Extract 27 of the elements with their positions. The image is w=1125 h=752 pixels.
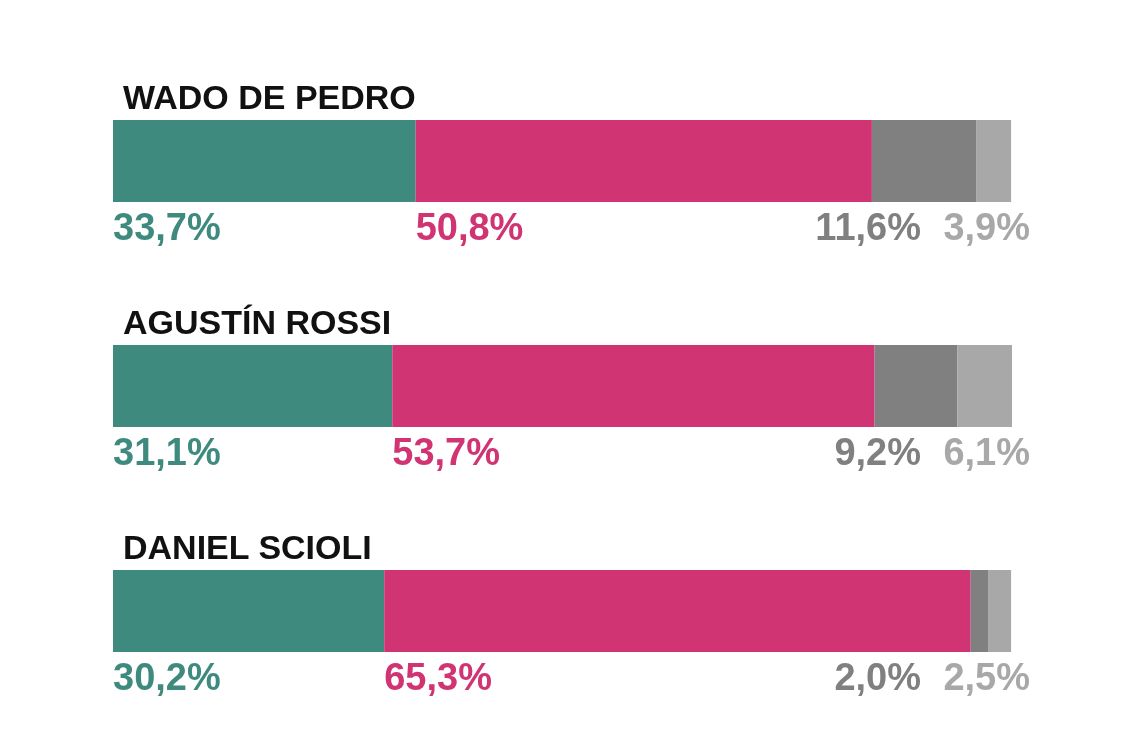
data-label: 2,5%	[943, 656, 1030, 698]
y-tick-label: DANIEL SCIOLI	[123, 527, 372, 566]
bar	[957, 345, 1012, 427]
data-label: 31,1%	[113, 431, 221, 473]
bar	[113, 345, 393, 427]
bar	[392, 345, 875, 427]
data-label: 53,7%	[392, 431, 501, 473]
bar	[415, 120, 872, 202]
bar	[113, 570, 385, 652]
data-label: 65,3%	[384, 656, 492, 698]
bar	[871, 120, 977, 202]
data-label: 11,6%	[815, 206, 921, 248]
data-label: 3,9%	[943, 206, 1030, 248]
data-label: 2,0%	[834, 656, 921, 698]
data-label: 6,1%	[943, 431, 1030, 473]
y-tick-label: AGUSTÍN ROSSI	[123, 302, 392, 341]
y-tick-label: WADO DE PEDRO	[123, 77, 416, 116]
data-label: 9,2%	[834, 431, 921, 473]
data-label: 30,2%	[113, 656, 221, 698]
bar	[113, 120, 416, 202]
bar	[988, 570, 1012, 652]
bar	[976, 120, 1012, 202]
data-label: 50,8%	[415, 206, 524, 248]
bar	[970, 570, 989, 652]
bar	[384, 570, 971, 652]
bar	[874, 345, 958, 427]
data-label: 33,7%	[113, 206, 221, 248]
